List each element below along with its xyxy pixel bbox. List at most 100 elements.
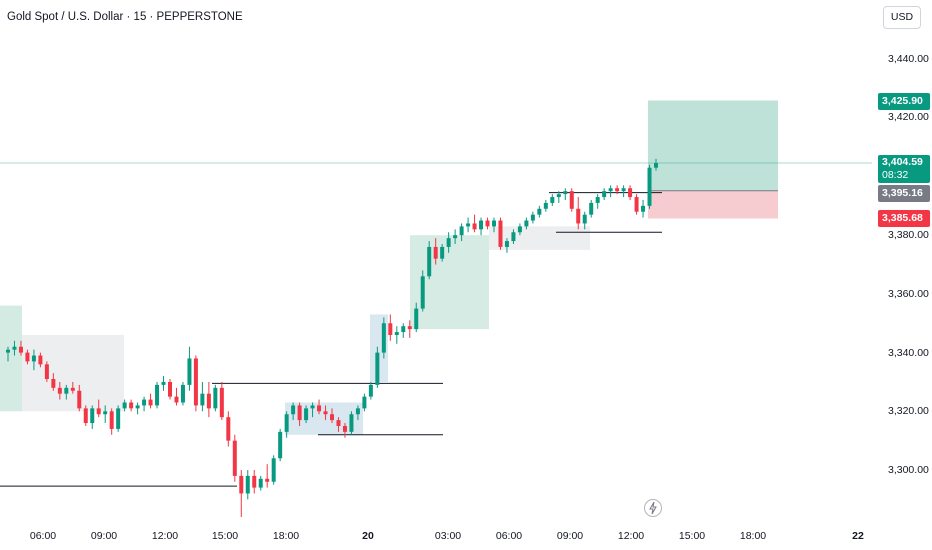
candle-body	[498, 220, 503, 247]
candle-up	[135, 402, 140, 415]
candle-body	[252, 475, 257, 488]
candle-up	[466, 217, 471, 233]
candle-up	[582, 211, 587, 230]
candle-up	[31, 349, 36, 371]
candle-body	[375, 352, 380, 385]
candle-body	[504, 241, 509, 247]
candle-body	[440, 246, 445, 259]
candle-body	[83, 408, 88, 424]
candle-up	[291, 402, 296, 421]
candle-body	[168, 381, 172, 397]
candle-body	[265, 478, 270, 482]
candle-body	[628, 188, 633, 198]
price-tick: 3,340.00	[888, 347, 929, 359]
candle-body	[608, 188, 613, 192]
candle-up	[12, 340, 17, 356]
price-tick: 3,320.00	[888, 405, 929, 417]
candle-down	[18, 340, 23, 356]
candle-body	[64, 387, 69, 394]
candle-up	[530, 211, 535, 224]
candle-down	[226, 411, 231, 447]
candle-down	[148, 393, 153, 409]
candle-body	[647, 167, 652, 206]
price-axis[interactable]: USD 3,440.00 3,420.00 3,380.00 3,360.00 …	[872, 0, 932, 520]
candle-up	[595, 194, 600, 209]
candle-down	[628, 185, 633, 200]
candle-down	[206, 381, 211, 418]
candle-body	[122, 402, 127, 409]
candle-body	[226, 417, 231, 441]
candle-body	[394, 332, 399, 335]
candle-up	[349, 411, 354, 435]
candle-up	[524, 217, 529, 230]
candle-up	[180, 381, 185, 406]
candle-body	[25, 352, 30, 362]
candle-body	[472, 223, 477, 230]
candle-body	[38, 355, 43, 365]
candle-body	[109, 411, 114, 429]
chart-pane[interactable]: Gold Spot / U.S. Dollar · 15 · PEPPERSTO…	[0, 0, 872, 520]
candle-body	[12, 346, 17, 350]
candle-up	[304, 405, 309, 424]
candle-body	[569, 191, 574, 209]
candle-up	[517, 223, 522, 236]
candle-down	[77, 384, 82, 412]
candle-body	[291, 405, 296, 415]
candle-body	[550, 197, 555, 203]
candle-body	[388, 323, 393, 335]
candle-up	[245, 470, 250, 500]
candle-body	[245, 475, 250, 494]
candle-up	[589, 199, 594, 218]
candle-up	[310, 402, 315, 418]
candle-up	[271, 455, 276, 485]
candle-down	[498, 217, 503, 250]
candle-down	[174, 387, 179, 406]
candle-body	[576, 208, 581, 224]
candle-down	[485, 217, 490, 230]
candle-body	[634, 197, 639, 212]
candle-up	[394, 326, 399, 344]
candle-body	[206, 393, 211, 409]
candle-down	[239, 470, 244, 517]
candle-body	[103, 411, 108, 415]
candle-body	[193, 358, 198, 406]
time-tick: 09:00	[90, 530, 118, 542]
candle-body	[278, 431, 283, 459]
candle-body	[304, 408, 309, 421]
candle-body	[511, 232, 516, 242]
candle-body	[96, 408, 101, 415]
time-tick: 06:00	[29, 530, 57, 542]
candle-body	[180, 384, 185, 403]
candle-up	[511, 229, 516, 245]
candle-body	[485, 220, 490, 227]
time-tick: 03:00	[434, 530, 462, 542]
candle-body	[355, 408, 360, 415]
lightning-icon[interactable]	[644, 499, 662, 517]
candle-body	[381, 323, 386, 353]
candle-down	[38, 352, 43, 368]
candlestick-chart[interactable]	[0, 0, 872, 520]
candle-body	[187, 358, 192, 385]
bar-countdown: 08:32	[882, 169, 909, 181]
candle-down	[297, 402, 302, 426]
time-tick: 18:00	[739, 530, 767, 542]
candle-body	[362, 396, 367, 409]
candle-down	[96, 399, 101, 418]
candle-body	[219, 387, 224, 418]
candle-down	[44, 361, 49, 382]
time-axis[interactable]: 06:00 09:00 12:00 15:00 18:00 20 03:00 0…	[0, 520, 872, 550]
candle-down	[232, 434, 237, 482]
currency-button[interactable]: USD	[883, 6, 921, 29]
candle-up	[602, 188, 607, 200]
candle-body	[90, 408, 95, 424]
candle-body	[602, 191, 607, 198]
candle-down	[330, 408, 334, 424]
candle-up	[355, 405, 360, 421]
symbol-title[interactable]: Gold Spot / U.S. Dollar · 15 · PEPPERSTO…	[7, 11, 243, 23]
candle-body	[116, 408, 121, 429]
candle-body	[57, 387, 62, 394]
candle-up	[654, 158, 658, 171]
candle-down	[342, 423, 347, 438]
candle-body	[330, 414, 334, 421]
candle-down	[265, 464, 270, 488]
